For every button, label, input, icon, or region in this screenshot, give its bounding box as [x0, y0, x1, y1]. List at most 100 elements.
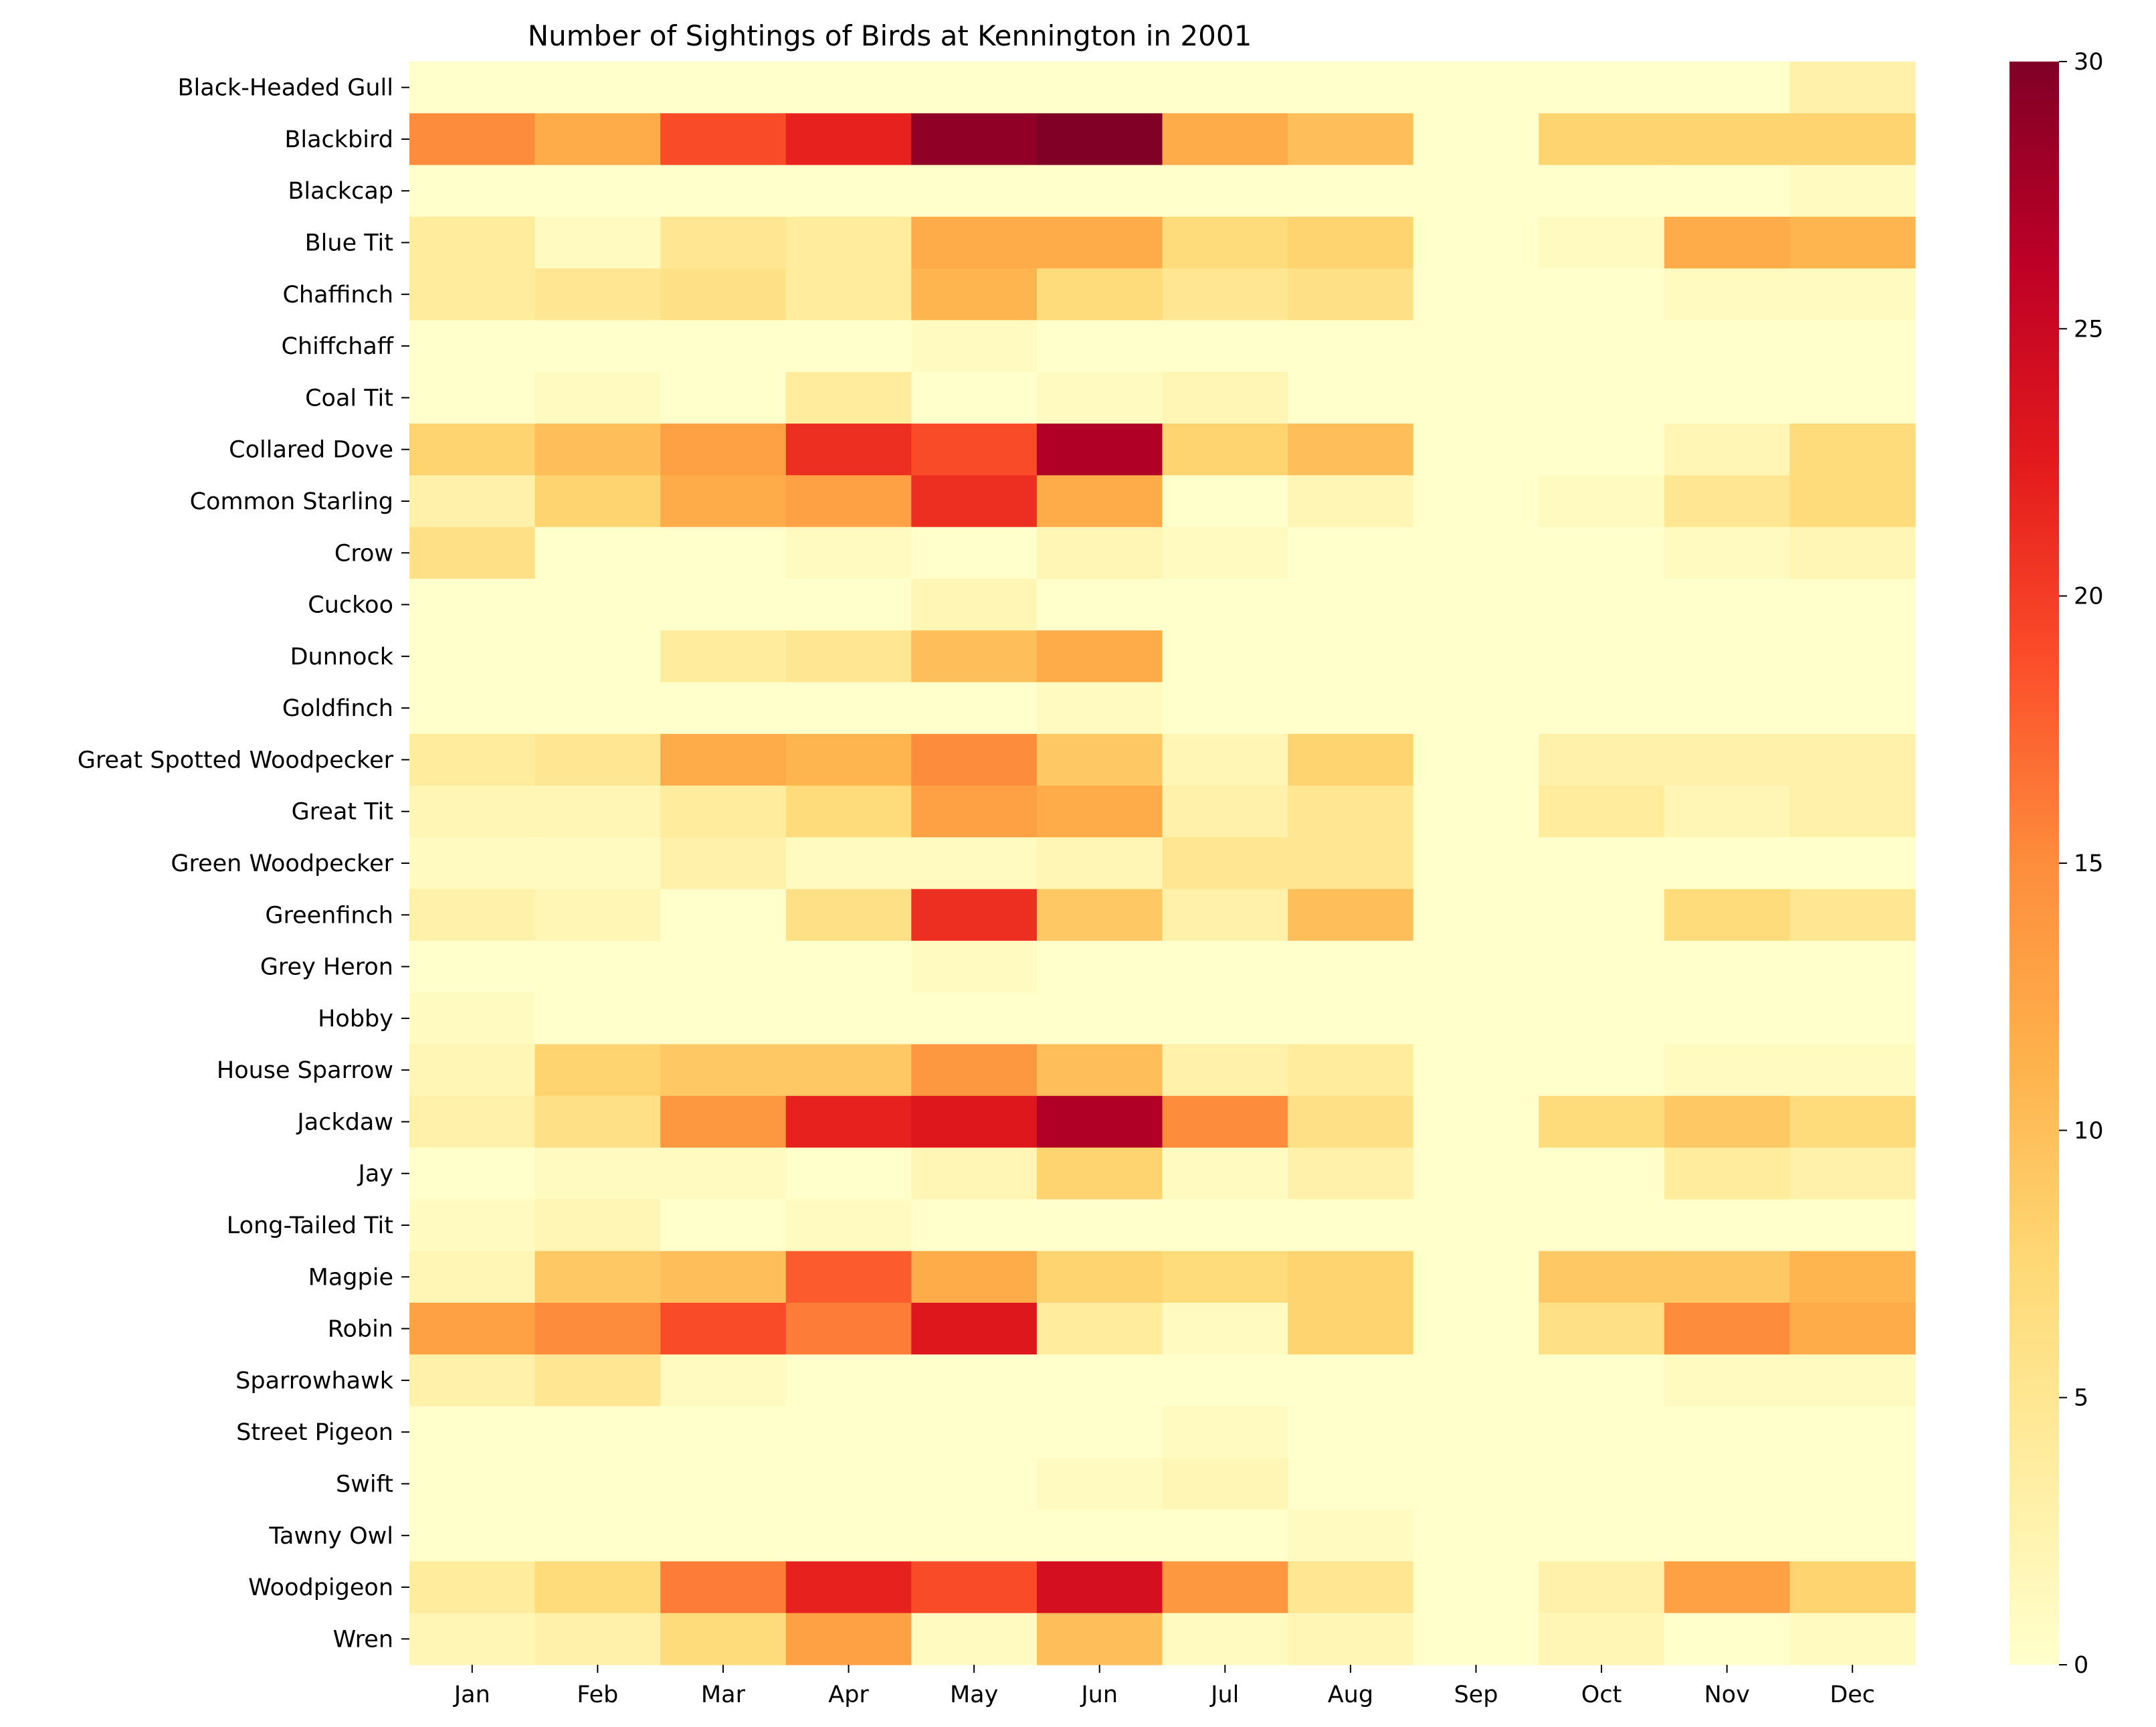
heatmap-cell: [1036, 1457, 1163, 1510]
heatmap-cell: [1413, 786, 1539, 838]
heatmap-cell: [534, 1510, 661, 1562]
heatmap-cell: [1288, 424, 1414, 476]
heatmap-cell: [911, 1148, 1038, 1200]
colorbar-tick-label: 0: [2074, 1652, 2088, 1679]
heatmap-cell: [534, 165, 661, 217]
heatmap-cell: [409, 1561, 536, 1614]
heatmap-cell: [1413, 165, 1539, 217]
heatmap-cell: [1539, 1044, 1665, 1097]
heatmap-cell: [1789, 940, 1916, 993]
x-tick-label: Oct: [1581, 1681, 1622, 1708]
heatmap-cell: [1288, 837, 1414, 890]
heatmap-cell: [534, 1561, 661, 1614]
heatmap-cell: [1162, 475, 1288, 528]
heatmap-cell: [1288, 630, 1414, 683]
heatmap-cell: [1664, 320, 1791, 373]
heatmap-cell: [1036, 113, 1163, 166]
heatmap-cell: [1288, 1302, 1414, 1355]
heatmap-cell: [660, 1354, 787, 1407]
y-tick-label: Greenfinch: [265, 902, 393, 929]
heatmap-cell: [785, 1457, 912, 1510]
heatmap-cell: [409, 1406, 536, 1459]
y-tick-label: Green Woodpecker: [171, 850, 393, 877]
heatmap-cell: [1539, 1406, 1665, 1459]
heatmap-cell: [1789, 837, 1916, 890]
heatmap-cell: [1288, 992, 1414, 1045]
heatmap-cell: [1789, 578, 1916, 631]
heatmap-cell: [409, 992, 536, 1045]
heatmap-cell: [1162, 62, 1288, 114]
heatmap-cell: [911, 1510, 1038, 1562]
heatmap-cell: [1413, 1251, 1539, 1303]
y-tick-label: Great Spotted Woodpecker: [78, 747, 394, 774]
heatmap-cell: [534, 268, 661, 321]
heatmap-cell: [911, 578, 1038, 631]
heatmap-cell: [534, 1302, 661, 1355]
heatmap-cell: [1162, 1044, 1288, 1097]
heatmap-cell: [1789, 268, 1916, 321]
heatmap-cell: [1664, 371, 1791, 424]
heatmap-cell: [1539, 940, 1665, 993]
heatmap-cell: [1664, 475, 1791, 528]
heatmap-cell: [1036, 268, 1163, 321]
y-tick-label: Hobby: [318, 1006, 393, 1032]
heatmap-cell: [660, 682, 787, 735]
heatmap-cell: [660, 268, 787, 321]
heatmap-cell: [1288, 1561, 1414, 1614]
heatmap-cell: [1789, 733, 1916, 786]
heatmap-cell: [1664, 165, 1791, 217]
y-tick-label: Tawny Owl: [268, 1523, 393, 1550]
heatmap-cell: [1413, 424, 1539, 476]
heatmap-cell: [1789, 113, 1916, 166]
heatmap-cells: [409, 62, 1916, 1665]
heatmap-cell: [409, 527, 536, 579]
y-tick-label: Jackdaw: [296, 1109, 393, 1135]
heatmap-cell: [1539, 62, 1665, 114]
y-tick-label: Wren: [333, 1626, 393, 1653]
heatmap-cell: [409, 1251, 536, 1303]
heatmap-cell: [1664, 1406, 1791, 1459]
heatmap-cell: [1664, 578, 1791, 631]
heatmap-cell: [660, 1613, 787, 1665]
heatmap-cell: [1664, 1302, 1791, 1355]
heatmap-cell: [1539, 1199, 1665, 1252]
heatmap-cell: [785, 992, 912, 1045]
heatmap-cell: [1288, 786, 1414, 838]
heatmap-cell: [1288, 578, 1414, 631]
heatmap-cell: [1664, 1510, 1791, 1562]
heatmap-cell: [1413, 62, 1539, 114]
heatmap-cell: [1539, 216, 1665, 269]
heatmap-cell: [1539, 1457, 1665, 1510]
heatmap-cell: [409, 837, 536, 890]
heatmap-cell: [785, 113, 912, 166]
heatmap-cell: [660, 786, 787, 838]
heatmap-cell: [785, 1251, 912, 1303]
heatmap-cell: [1413, 837, 1539, 890]
heatmap-cell: [409, 371, 536, 424]
heatmap-cell: [1413, 578, 1539, 631]
heatmap-cell: [1288, 1095, 1414, 1148]
heatmap-cell: [1539, 165, 1665, 217]
heatmap-cell: [1664, 786, 1791, 838]
heatmap-cell: [785, 527, 912, 579]
heatmap-cell: [1413, 1199, 1539, 1252]
y-tick-label: Chiffchaff: [282, 333, 394, 360]
heatmap-cell: [660, 1457, 787, 1510]
heatmap-cell: [1664, 992, 1791, 1045]
heatmap-cell: [660, 1561, 787, 1614]
heatmap-cell: [911, 1354, 1038, 1407]
y-tick-label: Collared Dove: [229, 437, 393, 464]
heatmap-cell: [1664, 527, 1791, 579]
heatmap-cell: [1539, 889, 1665, 941]
heatmap-cell: [660, 733, 787, 786]
heatmap-cell: [911, 527, 1038, 579]
heatmap-cell: [534, 475, 661, 528]
y-tick-label: Woodpigeon: [248, 1574, 393, 1601]
heatmap-cell: [1288, 216, 1414, 269]
heatmap-cell: [1162, 1251, 1288, 1303]
heatmap-cell: [1413, 113, 1539, 166]
heatmap-cell: [1036, 1354, 1163, 1407]
y-tick-label: Common Starling: [190, 488, 393, 515]
heatmap-cell: [1539, 1561, 1665, 1614]
heatmap-cell: [1539, 1095, 1665, 1148]
